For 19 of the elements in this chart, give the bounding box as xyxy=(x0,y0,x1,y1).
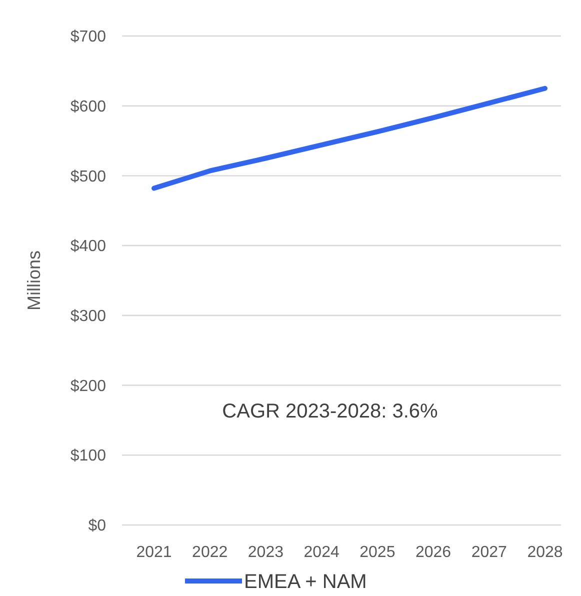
y-tick-label: $0 xyxy=(88,518,106,535)
x-tick-label: 2024 xyxy=(304,544,340,561)
y-axis-title: Millions xyxy=(24,250,44,311)
x-tick-label: 2025 xyxy=(360,544,396,561)
annotation: CAGR 2023-2028: 3.6% xyxy=(222,400,438,422)
x-tick-label: 2021 xyxy=(136,544,172,561)
y-tick-label: $300 xyxy=(70,308,106,326)
x-tick-label: 2023 xyxy=(248,544,284,561)
x-tick-label: 2022 xyxy=(192,544,228,561)
x-tick-label: 2026 xyxy=(415,544,452,561)
y-tick-label: $700 xyxy=(70,28,106,46)
y-tick-label: $200 xyxy=(70,378,106,395)
y-tick-label: $500 xyxy=(70,168,106,186)
y-tick-label: $100 xyxy=(70,448,106,465)
x-tick-label: 2027 xyxy=(471,544,508,561)
x-tick-label: 2028 xyxy=(527,544,563,561)
y-tick-label: $400 xyxy=(70,238,106,256)
y-tick-label: $600 xyxy=(70,98,106,116)
legend-label: EMEA + NAM xyxy=(244,571,367,593)
